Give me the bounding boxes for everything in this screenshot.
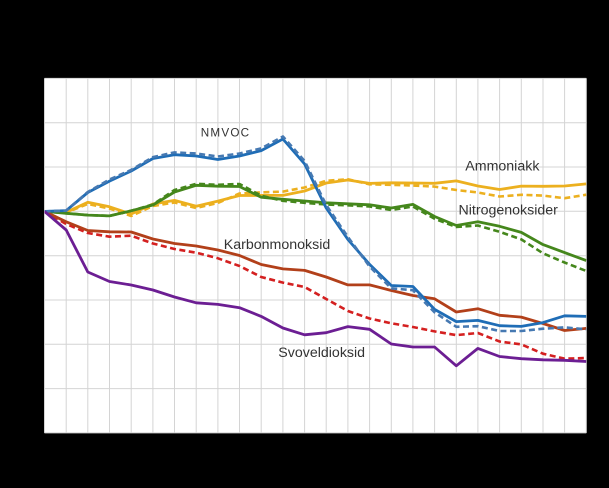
- svg-text:Karbonmonoksid: Karbonmonoksid: [224, 237, 330, 253]
- svg-text:Svoveldioksid: Svoveldioksid: [278, 345, 365, 361]
- svg-text:Nitrogenoksider: Nitrogenoksider: [459, 202, 559, 218]
- svg-text:Ammoniakk: Ammoniakk: [465, 159, 540, 175]
- svg-text:NMVOC: NMVOC: [201, 127, 251, 140]
